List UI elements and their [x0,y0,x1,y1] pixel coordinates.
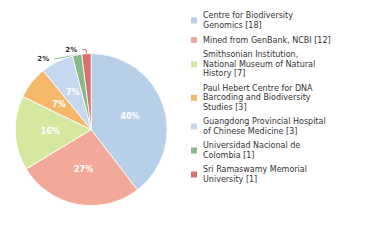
svg-text:2%: 2% [65,46,77,54]
svg-text:7%: 7% [66,88,80,97]
svg-text:7%: 7% [52,100,66,109]
svg-text:Genomics [18]: Genomics [18] [203,21,262,30]
svg-text:Colombia [1]: Colombia [1] [203,151,254,160]
svg-text:Paul Hebert Centre for DNA: Paul Hebert Centre for DNA [203,84,313,93]
svg-text:16%: 16% [41,127,60,136]
svg-text:40%: 40% [120,112,139,121]
svg-text:2%: 2% [37,55,49,63]
svg-text:Smithsonian Institution,: Smithsonian Institution, [203,50,298,59]
svg-text:Sri Ramaswamy Memorial: Sri Ramaswamy Memorial [203,165,307,174]
svg-text:Studies [3]: Studies [3] [203,103,247,112]
svg-text:Centre for Biodiversity: Centre for Biodiversity [203,11,293,20]
svg-text:of Chinese Medicine [3]: of Chinese Medicine [3] [203,127,297,136]
svg-text:Guangdong Provincial Hospital: Guangdong Provincial Hospital [203,117,326,126]
svg-text:Barcoding and Biodiversity: Barcoding and Biodiversity [203,93,311,102]
svg-text:History [7]: History [7] [203,69,245,78]
svg-text:National Museum of Natural: National Museum of Natural [203,60,315,69]
svg-text:27%: 27% [74,165,93,174]
svg-text:Mined from GenBank, NCBI [12]: Mined from GenBank, NCBI [12] [203,36,331,45]
svg-text:Universidad Nacional de: Universidad Nacional de [203,141,300,150]
svg-text:University [1]: University [1] [203,175,257,184]
